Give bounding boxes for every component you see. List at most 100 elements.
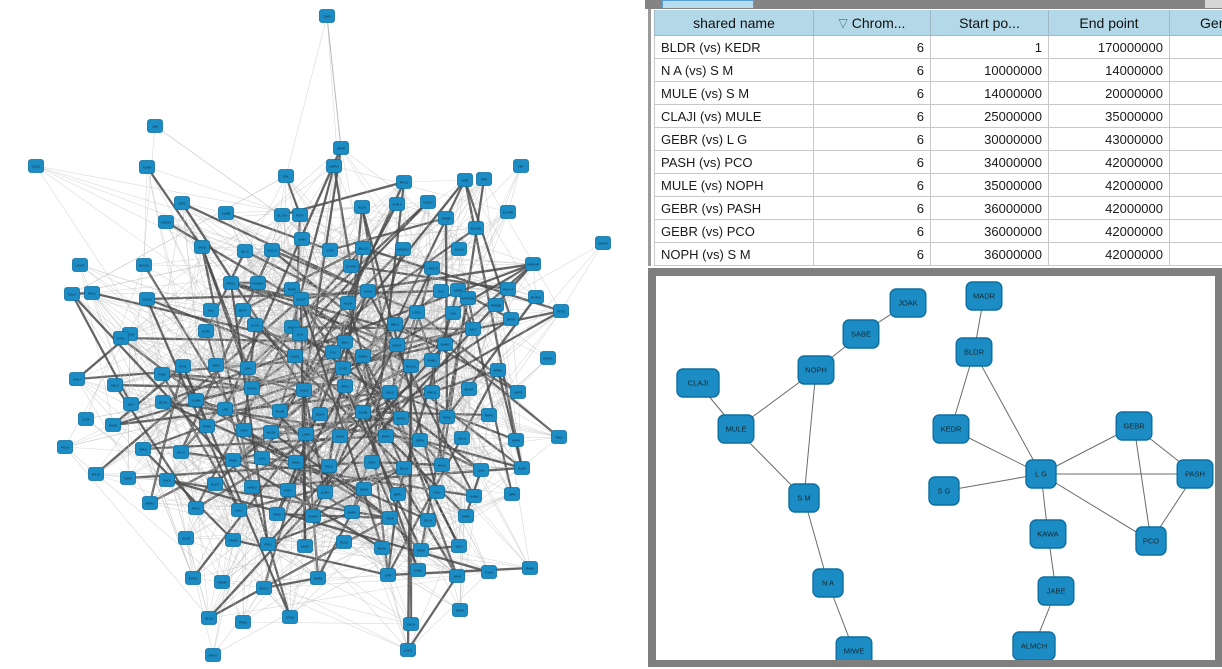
- overview-node[interactable]: AIRO: [208, 358, 224, 372]
- overview-node[interactable]: NOBA: [355, 349, 371, 363]
- overview-edge[interactable]: [381, 547, 531, 569]
- node-shape[interactable]: [378, 429, 394, 443]
- column-header-end_point[interactable]: End point: [1048, 10, 1170, 36]
- overview-edge[interactable]: [120, 302, 349, 339]
- cell-genetic[interactable]: 8.9: [1169, 196, 1222, 220]
- overview-edge[interactable]: [420, 304, 497, 551]
- overview-edge[interactable]: [130, 403, 194, 579]
- overview-node[interactable]: JESL: [174, 196, 190, 210]
- node-shape[interactable]: [504, 487, 520, 501]
- overview-edge[interactable]: [257, 282, 305, 391]
- overview-node[interactable]: SUMI: [332, 429, 348, 443]
- node-shape[interactable]: [424, 353, 440, 367]
- overview-edge[interactable]: [381, 493, 513, 549]
- overview-edge[interactable]: [263, 587, 412, 625]
- node-shape[interactable]: [107, 378, 123, 392]
- cell-chromosome[interactable]: 6: [813, 219, 931, 243]
- overview-node[interactable]: SIMA: [449, 569, 465, 583]
- table-row[interactable]: MULE (vs) NOPH6350000004200000010.5: [654, 173, 1222, 197]
- overview-edge[interactable]: [212, 515, 467, 656]
- overview-edge[interactable]: [182, 365, 226, 410]
- overview-edge[interactable]: [85, 418, 197, 509]
- overview-edge[interactable]: [244, 227, 477, 252]
- overview-edge[interactable]: [232, 539, 291, 618]
- overview-edge[interactable]: [71, 175, 287, 295]
- node-shape[interactable]: [354, 200, 370, 214]
- node-shape[interactable]: [147, 119, 163, 133]
- subnetwork-svg[interactable]: JOAK MADR SABE BLDR NOPH CLAJI GEBR KEDR MULE L G…: [656, 276, 1215, 660]
- node-shape[interactable]: [424, 385, 440, 399]
- overview-node[interactable]: SLMB: [218, 206, 234, 220]
- overview-edge[interactable]: [192, 541, 345, 579]
- subnetwork-node[interactable]: MULE: [717, 414, 755, 444]
- overview-node[interactable]: MUGA: [244, 381, 260, 395]
- cell-genetic[interactable]: 7.5: [1169, 81, 1222, 105]
- node-shape[interactable]: [264, 243, 280, 257]
- cell-shared_name[interactable]: CLAJI (vs) MULE: [654, 104, 814, 128]
- subnetwork-node-layer[interactable]: JOAK MADR SABE BLDR NOPH CLAJI GEBR KEDR MULE L G…: [676, 281, 1214, 660]
- node-shape[interactable]: [78, 412, 94, 426]
- overview-node[interactable]: ALAM: [355, 405, 371, 419]
- overview-node[interactable]: SALIN: [451, 242, 467, 256]
- node-shape[interactable]: [500, 282, 516, 296]
- node-shape[interactable]: [235, 303, 251, 317]
- node-shape[interactable]: [57, 440, 73, 454]
- subnetwork-node[interactable]: N A: [812, 568, 844, 598]
- overview-node[interactable]: PIRI: [476, 172, 492, 186]
- subnetwork-node[interactable]: NOPH: [797, 355, 835, 385]
- overview-edge[interactable]: [35, 165, 421, 441]
- overview-edge[interactable]: [285, 175, 405, 469]
- node-shape[interactable]: [445, 306, 461, 320]
- table-row[interactable]: N A (vs) S M610000000140000006.6: [654, 58, 1222, 82]
- node-shape[interactable]: [214, 575, 230, 589]
- node-shape[interactable]: [235, 615, 251, 629]
- overview-node[interactable]: KAPA: [508, 433, 524, 447]
- node-shape[interactable]: [244, 480, 260, 494]
- node-shape[interactable]: [337, 335, 353, 349]
- node-shape[interactable]: [250, 276, 266, 290]
- overview-edge[interactable]: [242, 621, 412, 625]
- cell-start_point[interactable]: 34000000: [930, 150, 1049, 174]
- node-shape[interactable]: [113, 331, 129, 345]
- overview-node[interactable]: MUUR: [595, 236, 611, 250]
- overview-node[interactable]: RAMI: [522, 561, 538, 575]
- cell-start_point[interactable]: 1: [930, 35, 1049, 59]
- node-shape[interactable]: [461, 382, 477, 396]
- overview-edge[interactable]: [142, 448, 234, 541]
- overview-edge[interactable]: [326, 15, 342, 149]
- cell-end_point[interactable]: 42000000: [1048, 219, 1170, 243]
- overview-edge[interactable]: [419, 438, 523, 470]
- cell-shared_name[interactable]: GEBR (vs) PCO: [654, 219, 814, 243]
- overview-node[interactable]: SUR S: [389, 197, 405, 211]
- subnetwork-node[interactable]: KEDR: [932, 414, 970, 444]
- node-shape[interactable]: [173, 445, 189, 459]
- overview-edge[interactable]: [181, 202, 208, 427]
- node-shape[interactable]: [340, 296, 356, 310]
- cell-end_point[interactable]: 42000000: [1048, 196, 1170, 220]
- overview-edge[interactable]: [35, 165, 301, 216]
- overview-node[interactable]: S AJ2: [335, 361, 351, 375]
- node-shape[interactable]: [188, 393, 204, 407]
- overview-edge[interactable]: [181, 202, 346, 343]
- node-shape[interactable]: [254, 451, 270, 465]
- node-shape[interactable]: [955, 337, 993, 367]
- node-shape[interactable]: [513, 159, 529, 173]
- overview-node[interactable]: MULO: [256, 581, 272, 595]
- node-shape[interactable]: [72, 258, 88, 272]
- cell-end_point[interactable]: 170000000: [1048, 35, 1170, 59]
- overview-edge[interactable]: [483, 178, 562, 312]
- overview-node[interactable]: LIKO: [254, 451, 270, 465]
- node-shape[interactable]: [288, 455, 304, 469]
- overview-edge[interactable]: [154, 125, 331, 251]
- node-shape[interactable]: [522, 561, 538, 575]
- overview-node[interactable]: PIKU: [260, 537, 276, 551]
- node-shape[interactable]: [159, 473, 175, 487]
- overview-node[interactable]: SILU: [123, 397, 139, 411]
- overview-node[interactable]: LIM: [445, 306, 461, 320]
- subnetwork-node[interactable]: S M: [788, 483, 820, 513]
- cell-end_point[interactable]: 20000000: [1048, 81, 1170, 105]
- node-shape[interactable]: [326, 159, 342, 173]
- overview-node[interactable]: NIK: [513, 159, 529, 173]
- overview-edge[interactable]: [340, 147, 433, 269]
- overview-edge[interactable]: [407, 575, 458, 651]
